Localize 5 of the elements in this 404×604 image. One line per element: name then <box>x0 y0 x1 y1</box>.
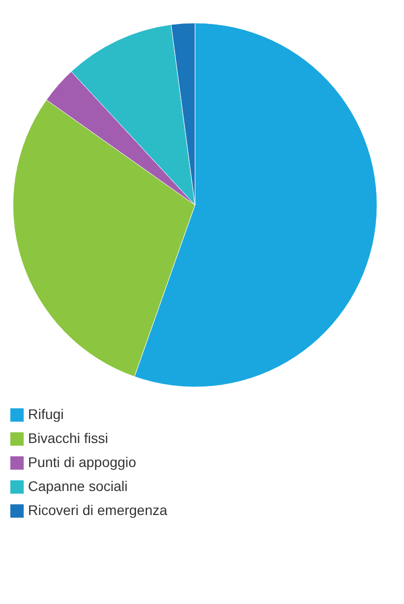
legend-label: Capanne sociali <box>28 478 128 494</box>
legend-label: Punti di appoggio <box>28 454 136 470</box>
legend-label: Ricoveri di emergenza <box>28 502 168 518</box>
legend-label: Bivacchi fissi <box>28 430 108 446</box>
legend-label: Rifugi <box>28 406 64 422</box>
